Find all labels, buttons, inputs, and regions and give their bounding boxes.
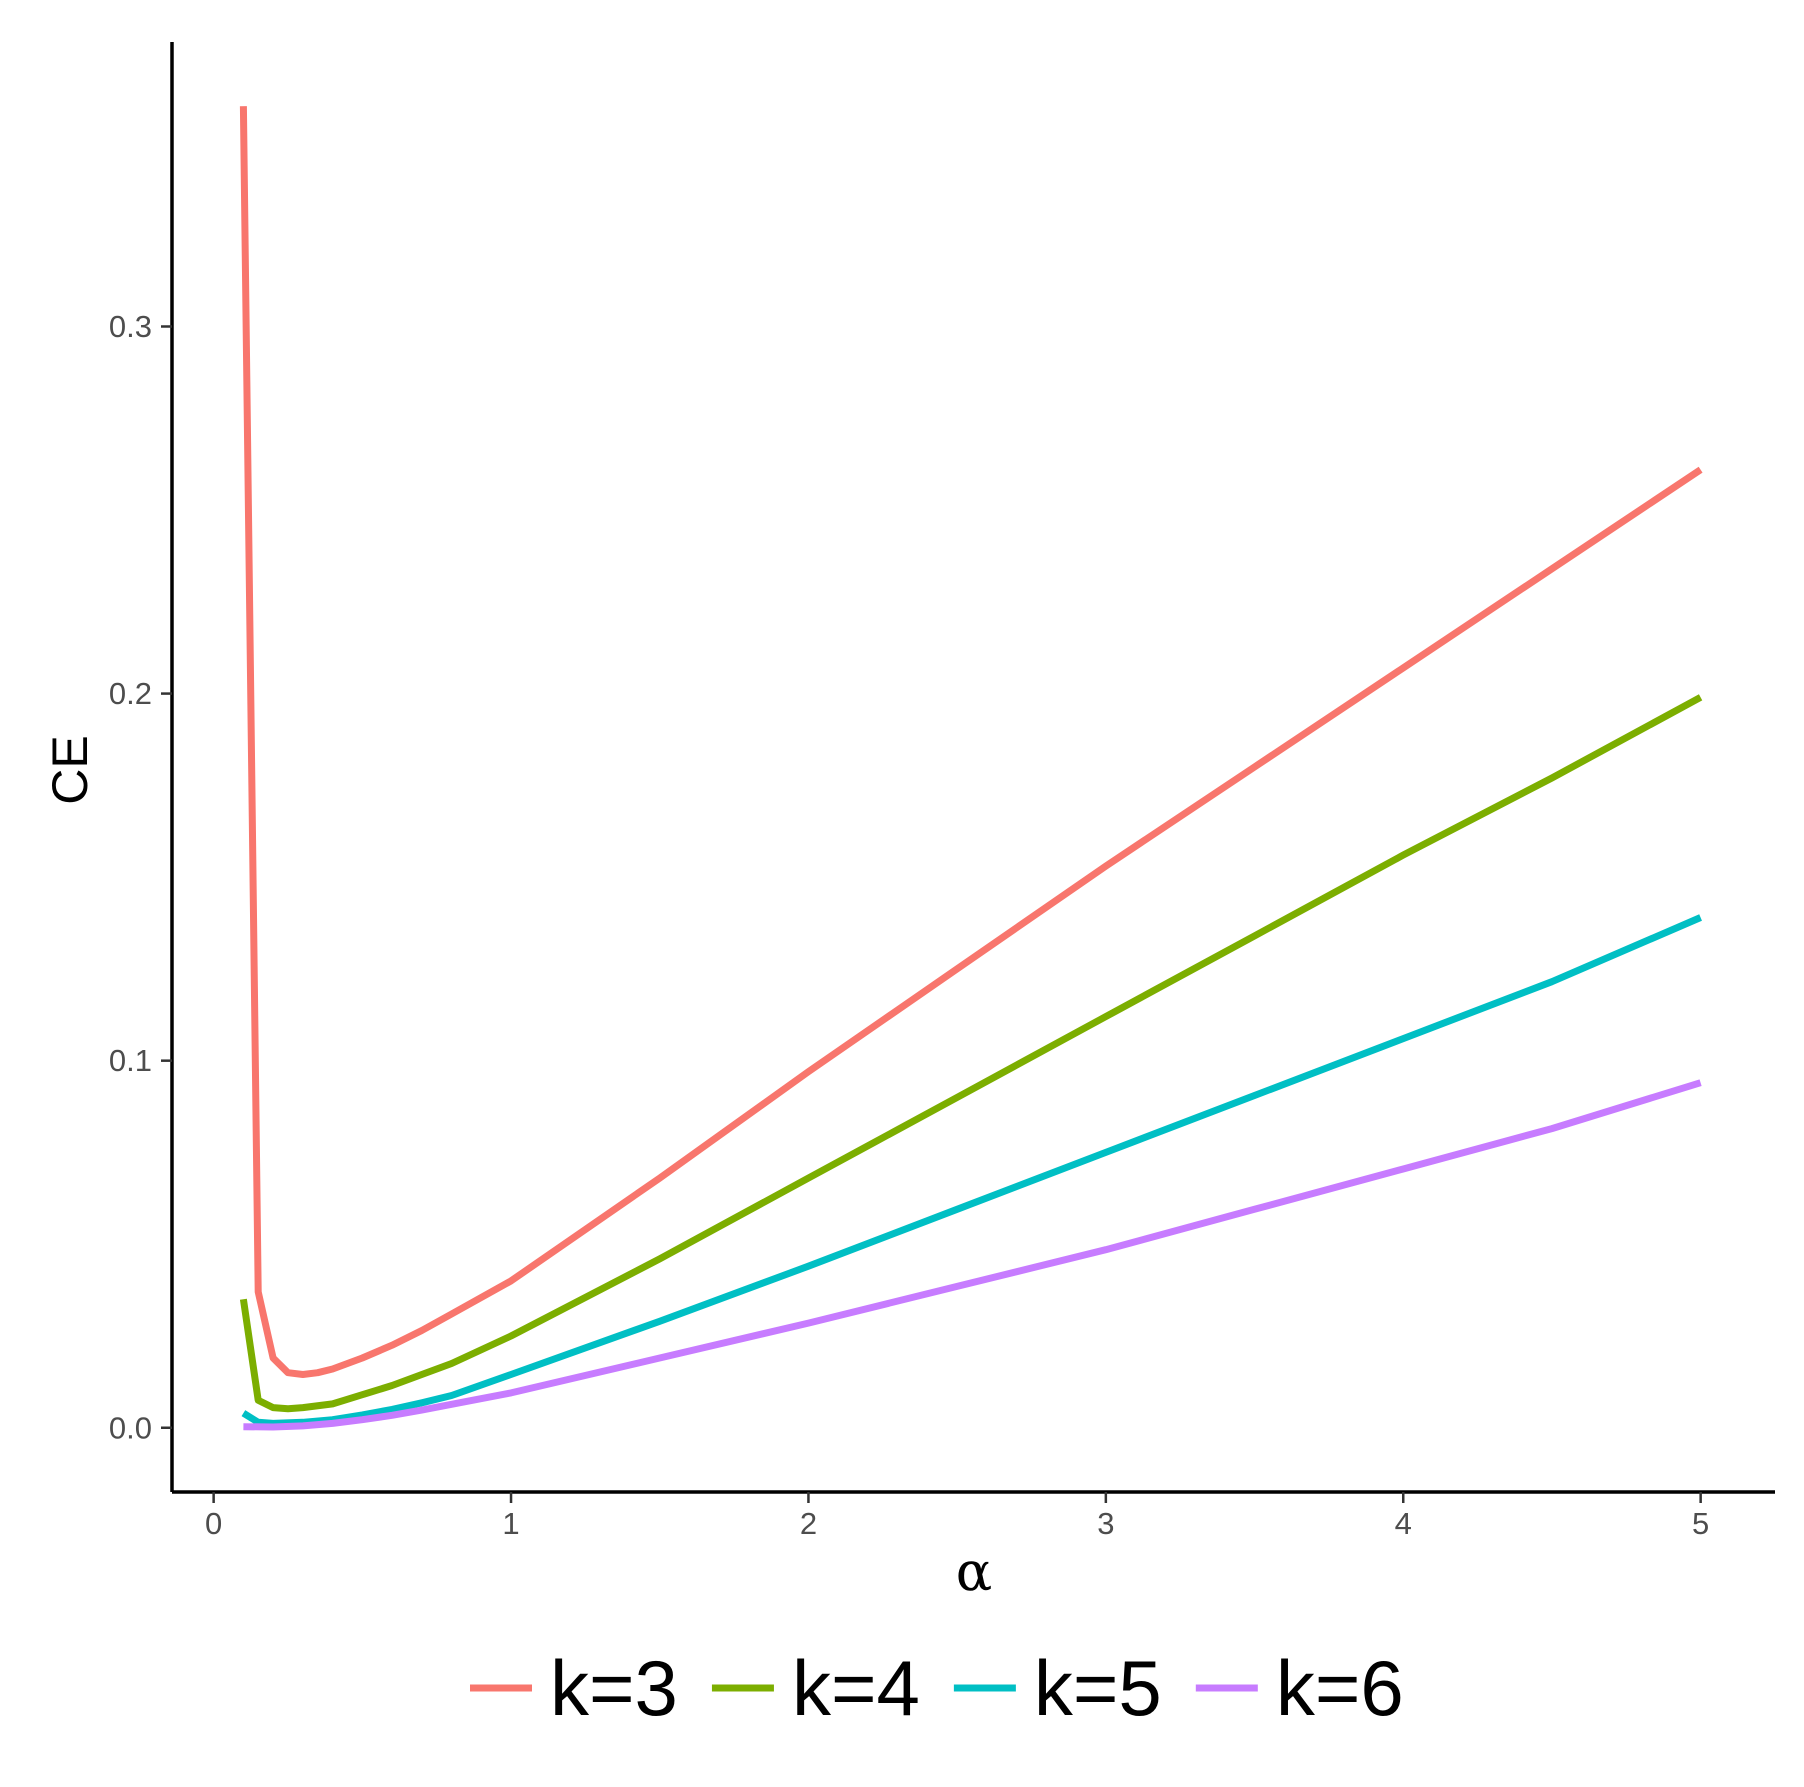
plot-lines: [239, 106, 1703, 1431]
legend-item-2: k=4: [711, 1644, 920, 1732]
y-tick-label: 0.1: [109, 1043, 152, 1078]
y-ticks: 0.0 0.1 0.2 0.3: [109, 309, 172, 1445]
x-axis-title: α: [956, 1540, 992, 1603]
y-tick-label: 0.0: [109, 1410, 152, 1445]
x-tick-label: 0: [205, 1506, 222, 1541]
legend-item-3: k=5: [953, 1644, 1162, 1732]
x-tick-label: 1: [502, 1506, 519, 1541]
x-ticks: 0 1 2 3 4 5: [205, 1492, 1709, 1541]
x-tick-label: 5: [1692, 1506, 1709, 1541]
legend-label: k=3: [550, 1644, 678, 1732]
x-tick-label: 3: [1097, 1506, 1114, 1541]
x-tick-label: 4: [1395, 1506, 1412, 1541]
legend-label: k=4: [792, 1644, 920, 1732]
y-tick-label: 0.3: [109, 309, 152, 344]
y-tick-label: 0.2: [109, 676, 152, 711]
legend-label: k=5: [1034, 1644, 1162, 1732]
legend-item-1: k=3: [470, 1644, 678, 1732]
series-line-1: [239, 106, 1703, 1378]
legend: k=3 k=4 k=5 k=6: [470, 1644, 1404, 1732]
axes: [170, 42, 1775, 1494]
legend-label: k=6: [1276, 1644, 1404, 1732]
y-axis-title: CE: [42, 735, 98, 804]
series-line-3: [241, 914, 1702, 1427]
series-line-2: [239, 694, 1703, 1413]
legend-item-4: k=6: [1195, 1644, 1404, 1732]
x-tick-label: 2: [800, 1506, 817, 1541]
series-line-4: [243, 1079, 1702, 1431]
